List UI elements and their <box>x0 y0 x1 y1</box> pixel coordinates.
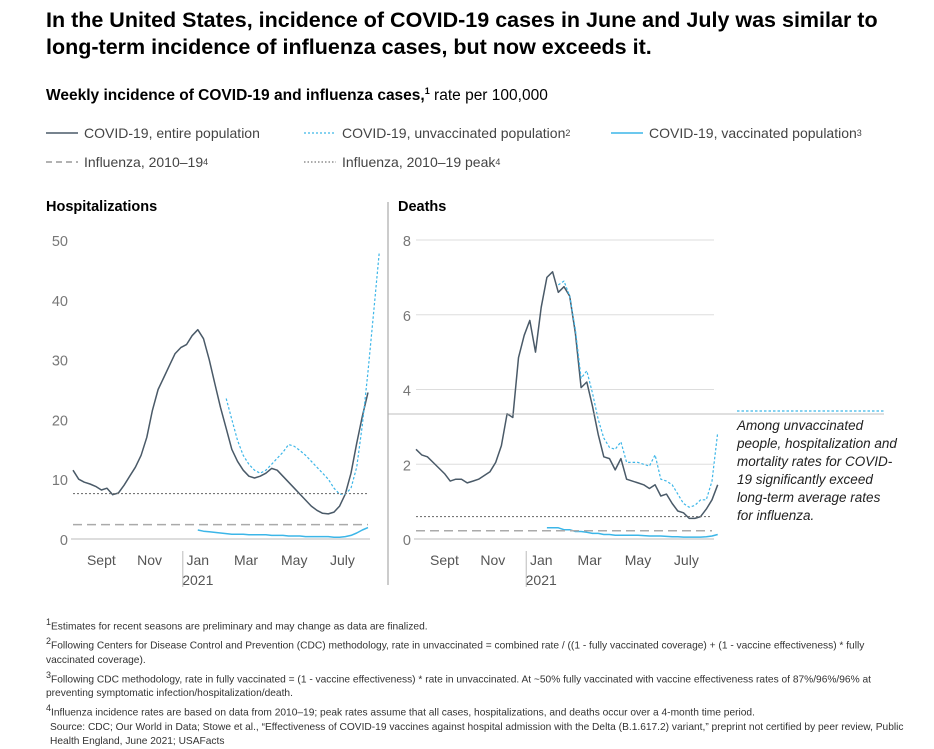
series-line-covid-unvaccinated <box>557 280 719 508</box>
footnote-text: Influenza incidence rates are based on d… <box>51 707 755 719</box>
y-tick-label: 40 <box>52 294 68 310</box>
page-title: In the United States, incidence of COVID… <box>46 8 878 59</box>
legend-item-covid-vaccinated: COVID-19, vaccinated population 3 <box>611 125 862 141</box>
legend-swatch-solid-dark <box>46 132 78 134</box>
series-line-covid-vaccinated <box>546 527 718 538</box>
footnote-sup: 2 <box>46 636 52 647</box>
x-tick-label: Nov <box>480 552 505 568</box>
x-tick-label: May <box>625 552 651 568</box>
series-line-covid-entire <box>72 328 369 515</box>
legend-item-covid-entire: COVID-19, entire population <box>46 125 260 141</box>
x-tick-label: Sept <box>430 552 459 568</box>
annotation-text: Among unvaccinated people, hospitalizati… <box>737 418 897 523</box>
chart-canvas: 0 10 20 30 40 50 Sept Nov Jan 2021 Mar May July 0 2 4 6 8… <box>52 202 884 588</box>
footnote-1: 1Estimates for recent seasons are prelim… <box>46 615 906 634</box>
legend-swatch-dotted-blue <box>304 132 336 134</box>
footnote-text: Estimates for recent seasons are prelimi… <box>51 621 428 633</box>
x-tick-label: May <box>281 552 307 568</box>
series-line-covid-unvaccinated <box>225 251 380 495</box>
y-tick-label: 20 <box>52 413 68 429</box>
panel-title-deaths: Deaths <box>398 199 447 215</box>
footnote-3: 3Following CDC methodology, rate in full… <box>46 668 906 701</box>
y-tick-label: 2 <box>403 458 411 474</box>
y-tick-label: 30 <box>52 354 68 370</box>
legend-sup: 4 <box>203 157 209 167</box>
y-tick-label: 8 <box>403 234 411 250</box>
footnote-4: 4Influenza incidence rates are based on … <box>46 701 906 720</box>
legend-item-influenza-peak: Influenza, 2010–19 peak 4 <box>304 154 500 170</box>
x-tick-label: July <box>674 552 699 568</box>
footnotes: 1Estimates for recent seasons are prelim… <box>46 615 906 749</box>
chart-subtitle: Weekly incidence of COVID-19 and influen… <box>46 86 548 105</box>
legend-swatch-solid-blue <box>611 132 643 134</box>
y-tick-label: 10 <box>52 473 68 489</box>
legend-label: COVID-19, entire population <box>84 125 260 141</box>
y-tick-label: 6 <box>403 309 411 325</box>
legend-label: COVID-19, vaccinated population <box>649 125 857 141</box>
footnote-text: Following Centers for Disease Control an… <box>46 640 865 666</box>
legend-swatch-dashed-gray <box>46 161 78 163</box>
y-tick-label: 0 <box>403 533 411 549</box>
footnote-2: 2Following Centers for Disease Control a… <box>46 634 906 667</box>
legend-label: Influenza, 2010–19 <box>84 154 204 170</box>
series-line-covid-vaccinated <box>197 526 369 538</box>
legend-item-influenza: Influenza, 2010–19 4 <box>46 154 208 170</box>
legend-sup: 3 <box>856 128 862 138</box>
legend-label: COVID-19, unvaccinated population <box>342 125 566 141</box>
y-tick-label: 50 <box>52 234 68 250</box>
legend: COVID-19, entire population COVID-19, un… <box>46 125 926 175</box>
subtitle-rest: rate per 100,000 <box>429 87 548 105</box>
source-note: Source: CDC; Our World in Data; Stowe et… <box>50 721 904 747</box>
x-tick-label: Mar <box>578 552 602 568</box>
x-tick-label: July <box>330 552 355 568</box>
footnote-sup: 4 <box>46 703 52 714</box>
subtitle-bold: Weekly incidence of COVID-19 and influen… <box>46 87 425 105</box>
legend-label: Influenza, 2010–19 peak <box>342 154 496 170</box>
x-tick-label: Sept <box>87 552 116 568</box>
footnote-sup: 1 <box>46 617 52 627</box>
x-tick-year-label: 2021 <box>526 572 557 588</box>
footnote-sup: 3 <box>46 669 52 680</box>
x-tick-label: Nov <box>137 552 162 568</box>
y-tick-label: 0 <box>60 533 68 549</box>
subtitle-sup: 1 <box>424 86 430 96</box>
x-tick-label: Jan <box>530 552 553 568</box>
legend-sup: 2 <box>565 128 571 138</box>
x-tick-label: Jan <box>187 552 210 568</box>
x-tick-year-label: 2021 <box>182 572 213 588</box>
legend-sup: 4 <box>495 157 501 167</box>
series-line-covid-entire <box>415 271 719 520</box>
footnote-text: Following CDC methodology, rate in fully… <box>46 674 871 700</box>
y-tick-label: 4 <box>403 384 411 400</box>
legend-item-covid-unvaccinated: COVID-19, unvaccinated population 2 <box>304 125 570 141</box>
x-tick-label: Mar <box>234 552 258 568</box>
panel-title-hospitalizations: Hospitalizations <box>46 199 158 215</box>
